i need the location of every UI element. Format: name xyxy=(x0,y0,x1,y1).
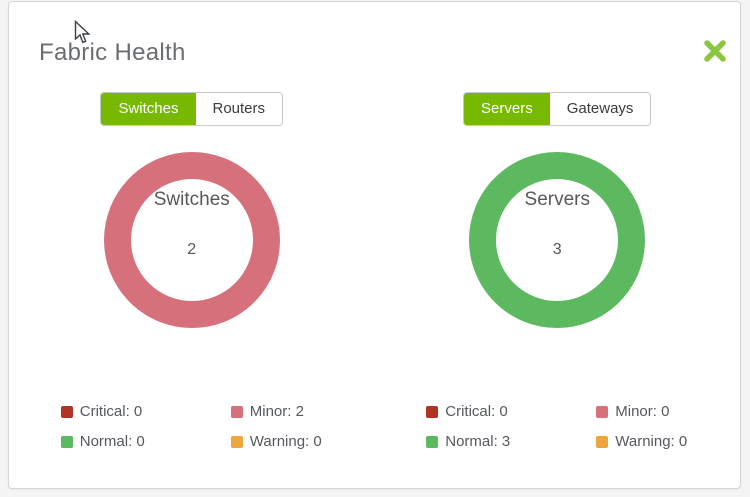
minor-swatch-icon xyxy=(230,405,243,418)
fabric-health-dialog: Fabric Health Switches Routers Switches … xyxy=(8,1,741,489)
legend-text: Normal: 3 xyxy=(445,433,511,450)
legend-item-critical[interactable]: Critical: 0 xyxy=(60,403,153,420)
legend-item-warning[interactable]: Warning: 0 xyxy=(596,433,688,450)
legend-text: Critical: 0 xyxy=(445,403,508,420)
charts-row: Switches Routers Switches 2 Critical: 0 xyxy=(9,92,740,450)
legend-item-normal[interactable]: Normal: 3 xyxy=(426,433,518,450)
legend-text: Warning: 0 xyxy=(249,433,322,450)
normal-swatch-icon xyxy=(426,435,439,448)
toggle-servers[interactable]: Servers xyxy=(464,93,550,125)
warning-swatch-icon xyxy=(230,435,243,448)
legend-text: Minor: 2 xyxy=(249,403,304,420)
servers-donut-value: 3 xyxy=(552,241,562,258)
switches-donut-label: Switches xyxy=(153,189,230,210)
switches-donut-chart: Switches 2 xyxy=(103,152,280,328)
legend-text: Critical: 0 xyxy=(79,403,143,420)
toggle-gateways[interactable]: Gateways xyxy=(549,93,651,125)
switches-donut-ring[interactable] xyxy=(103,152,280,328)
critical-swatch-icon xyxy=(426,405,439,418)
legend-item-minor[interactable]: Minor: 0 xyxy=(596,403,688,420)
legend-text: Warning: 0 xyxy=(615,433,688,450)
servers-donut-label: Servers xyxy=(524,189,590,210)
servers-chart-section: Servers Gateways Servers 3 Critical: 0 xyxy=(375,92,741,450)
switches-legend: Critical: 0 Minor: 2 Normal: 0 Warning: … xyxy=(60,403,323,450)
minor-swatch-icon xyxy=(596,405,609,418)
servers-donut-ring[interactable] xyxy=(469,152,646,328)
warning-swatch-icon xyxy=(596,435,609,448)
toggle-switches[interactable]: Switches xyxy=(101,93,196,125)
legend-item-normal[interactable]: Normal: 0 xyxy=(60,433,153,450)
legend-item-minor[interactable]: Minor: 2 xyxy=(230,403,323,420)
servers-legend: Critical: 0 Minor: 0 Normal: 3 Warning: … xyxy=(426,403,688,450)
close-button[interactable] xyxy=(702,38,728,64)
legend-text: Minor: 0 xyxy=(615,403,670,420)
close-icon xyxy=(704,40,726,62)
switches-donut-value: 2 xyxy=(187,241,197,258)
switches-routers-toggle: Switches Routers xyxy=(100,92,284,126)
legend-item-critical[interactable]: Critical: 0 xyxy=(426,403,518,420)
servers-gateways-toggle: Servers Gateways xyxy=(463,92,652,126)
legend-item-warning[interactable]: Warning: 0 xyxy=(230,433,323,450)
legend-text: Normal: 0 xyxy=(79,433,145,450)
critical-swatch-icon xyxy=(60,405,73,418)
toggle-routers[interactable]: Routers xyxy=(195,93,283,125)
dialog-title: Fabric Health xyxy=(39,39,186,66)
servers-donut-chart: Servers 3 xyxy=(469,152,646,328)
switches-chart-section: Switches Routers Switches 2 Critical: 0 xyxy=(9,92,375,450)
dialog-header: Fabric Health xyxy=(9,2,740,92)
mouse-cursor-icon xyxy=(74,20,91,44)
normal-swatch-icon xyxy=(60,435,73,448)
